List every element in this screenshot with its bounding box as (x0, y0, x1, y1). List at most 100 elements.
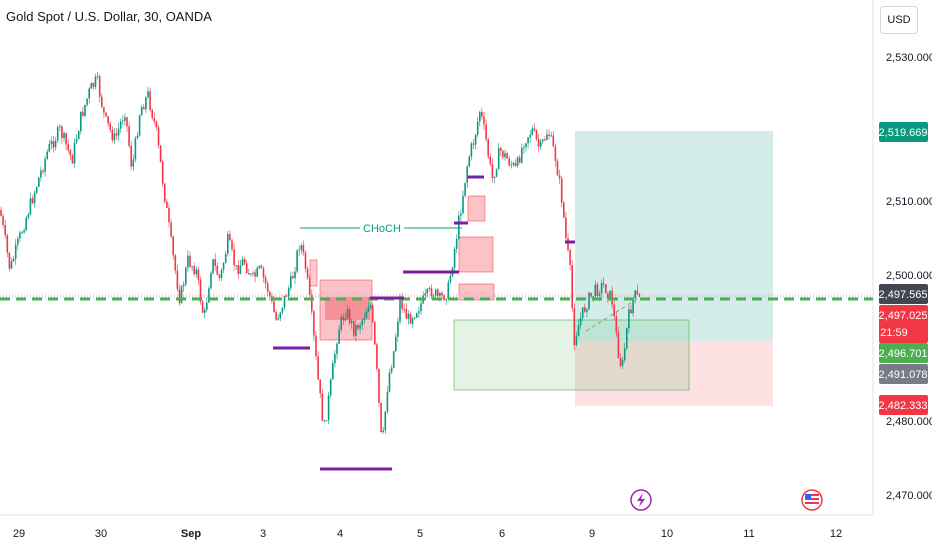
candles (0, 71, 641, 434)
candle-body (157, 127, 160, 146)
candle-body (63, 133, 65, 139)
candle-body (42, 170, 44, 172)
candle-body (266, 283, 269, 292)
candle-body (302, 245, 305, 253)
candle-body (90, 83, 93, 89)
demand-zone (453, 319, 690, 391)
candle-body (357, 325, 359, 329)
candle-body (317, 356, 319, 380)
candle-body (287, 288, 290, 297)
candle-body (365, 311, 368, 318)
candle-body (607, 293, 609, 299)
candle-body (533, 128, 536, 131)
candle-body (563, 202, 565, 218)
candle-body (472, 143, 475, 145)
candle-body (187, 255, 189, 268)
candle-body (71, 155, 74, 164)
candle-body (319, 379, 321, 394)
candle-body (178, 289, 181, 304)
supply-zone-5 (467, 195, 486, 222)
candle-body (52, 141, 55, 148)
candle-body (94, 76, 97, 87)
candle-body (269, 291, 271, 297)
chart-title: Gold Spot / U.S. Dollar, 30, OANDA (6, 9, 212, 24)
candle-body (418, 311, 420, 314)
candle-body (180, 286, 183, 304)
candle-body (531, 128, 534, 135)
candle-body (0, 210, 2, 216)
candle-body (119, 121, 122, 129)
currency-button[interactable]: USD (880, 6, 918, 34)
price-tick: 2,530.000 (886, 52, 932, 64)
candle-body (424, 293, 426, 296)
candle-body (191, 266, 193, 268)
supply-zone-4 (458, 283, 495, 301)
candle-body (445, 298, 447, 301)
candle-body (535, 130, 538, 140)
candle-body (134, 138, 137, 160)
candle-body (504, 153, 506, 158)
candle-body (107, 116, 109, 124)
candle-body (332, 363, 334, 380)
candle-body (281, 307, 284, 313)
candle-body (594, 284, 597, 297)
candle-body (56, 127, 59, 141)
price-tag-mid: 2,497.565 (879, 284, 928, 304)
candle-body (245, 263, 248, 273)
candle-body (325, 420, 328, 422)
candle-body (525, 143, 527, 148)
candle-body (497, 148, 500, 170)
candle-body (21, 232, 23, 234)
candle-body (409, 313, 412, 324)
candle-body (491, 164, 494, 179)
date-tick: 9 (589, 528, 595, 540)
candle-body (82, 111, 84, 116)
svg-text:2,482.333: 2,482.333 (879, 400, 928, 412)
candle-body (143, 107, 145, 110)
candle-body (153, 118, 156, 122)
candle-body (203, 309, 206, 313)
candle-body (161, 162, 164, 184)
candle-body (124, 117, 126, 121)
candle-body (416, 313, 418, 318)
candle-body (495, 169, 498, 177)
candle-body (115, 133, 118, 136)
candle-body (193, 266, 195, 275)
candle-body (275, 311, 277, 320)
candle-body (386, 391, 389, 412)
candle-body (25, 217, 27, 231)
candle-body (138, 115, 141, 136)
candle-body (539, 141, 542, 147)
candle-body (29, 198, 32, 215)
candle-body (19, 232, 21, 239)
candle-body (233, 249, 235, 266)
candle-body (23, 230, 25, 233)
us-flag-icon[interactable] (801, 489, 823, 511)
candle-body (155, 121, 158, 128)
supply-zone-3 (458, 236, 494, 273)
candle-body (586, 309, 588, 312)
candle-body (455, 239, 458, 249)
candle-body (355, 325, 357, 336)
candle-body (197, 269, 200, 280)
candle-body (430, 287, 433, 297)
candle-body (596, 284, 599, 296)
candle-body (401, 298, 403, 309)
candle-body (176, 270, 179, 290)
candle-body (521, 147, 523, 163)
candle-body (428, 287, 431, 289)
candle-body (216, 265, 219, 275)
candle-body (17, 238, 19, 245)
candle-body (214, 259, 216, 266)
lightning-icon[interactable] (630, 489, 652, 511)
price-tag-level: 2,496.701 (879, 343, 928, 363)
candle-body (340, 316, 342, 330)
candle-body (212, 259, 214, 273)
candle-body (636, 290, 639, 295)
candle-body (388, 372, 391, 392)
candle-body (399, 298, 401, 322)
candle-body (485, 124, 487, 140)
candle-body (514, 163, 517, 166)
candle-body (300, 245, 303, 250)
